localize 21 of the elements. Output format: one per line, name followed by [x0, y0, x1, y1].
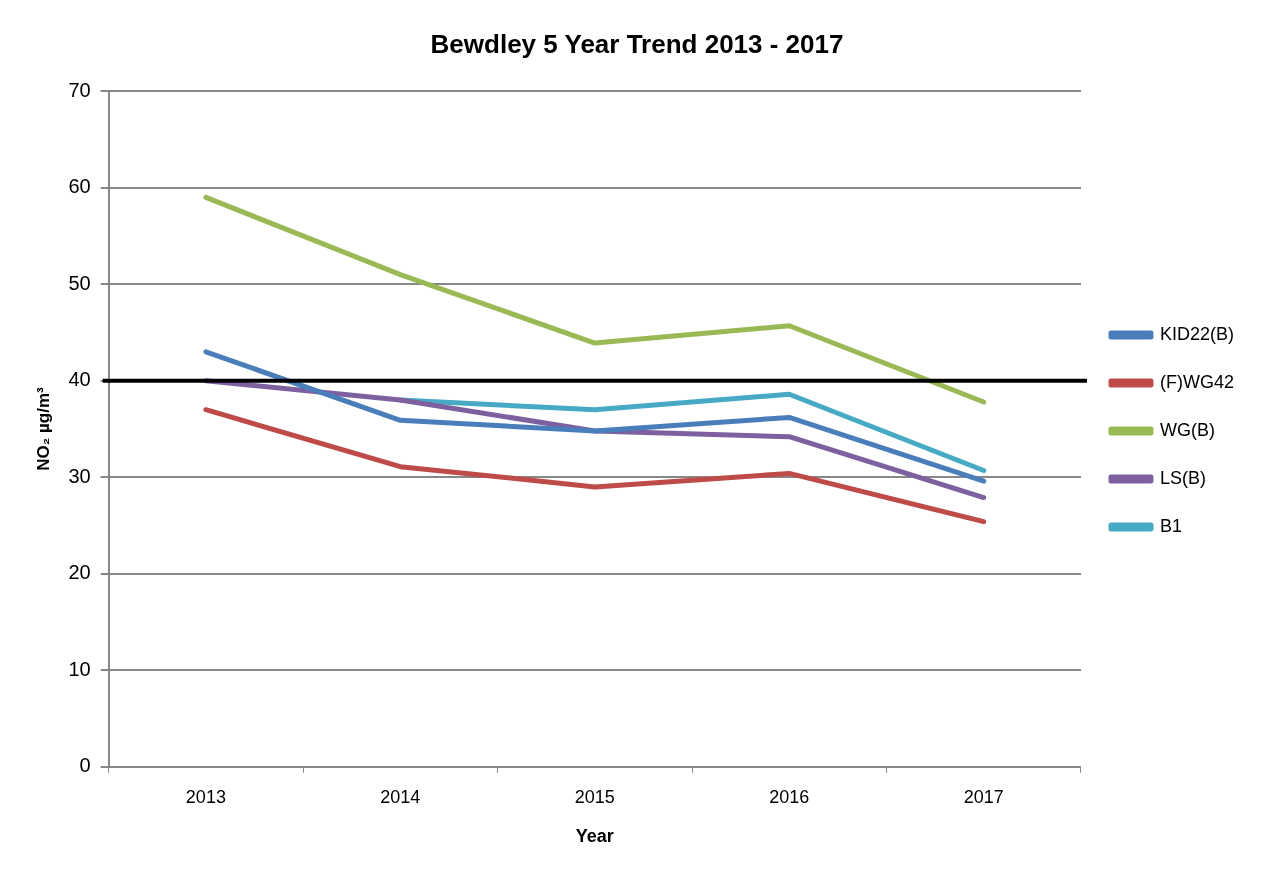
x-tick-label: 2014	[380, 786, 421, 807]
y-tick-label: 0	[79, 754, 91, 777]
legend-label: LS(B)	[1159, 467, 1206, 488]
legend-label: (F)WG42	[1159, 371, 1234, 392]
y-tick-label: 30	[68, 464, 91, 487]
y-tick-label: 40	[68, 368, 91, 391]
y-tick-label: 20	[68, 561, 91, 584]
y-tick-label: 60	[68, 175, 91, 198]
chart-title: Bewdley 5 Year Trend 2013 - 2017	[430, 28, 844, 59]
x-tick-label: 2013	[185, 786, 226, 807]
x-tick-label: 2016	[769, 786, 810, 807]
y-tick-label: 70	[68, 78, 91, 101]
y-axis-title: NO₂ µg/m³	[33, 386, 53, 471]
y-tick-label: 10	[68, 657, 91, 680]
x-axis-title: Year	[575, 826, 614, 847]
legend-label: WG(B)	[1159, 419, 1215, 440]
x-tick-label: 2017	[963, 786, 1004, 807]
y-tick-label: 50	[68, 271, 91, 294]
legend-label: B1	[1159, 515, 1183, 536]
x-tick-label: 2015	[574, 786, 615, 807]
legend-label: KID22(B)	[1159, 323, 1235, 344]
